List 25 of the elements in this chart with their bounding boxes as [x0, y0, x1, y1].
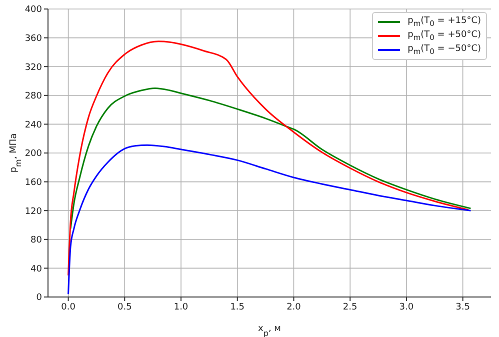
y-tick-label: 320	[24, 62, 42, 73]
y-tick-label: 240	[24, 120, 42, 130]
x-tick-label: 3.5	[456, 302, 470, 312]
y-tick-label: 400	[24, 5, 42, 16]
x-tick-label: 2.0	[286, 302, 302, 312]
legend-label: p$_{m}$(T$_{0}$ = +50°C)	[408, 30, 481, 42]
y-tick-label: 0	[36, 293, 42, 304]
y-tick-label: 40	[30, 264, 42, 274]
y-tick-label: 280	[24, 92, 42, 102]
x-axis-title: x$_{p}$, м	[258, 324, 281, 337]
x-tick-label: 1.5	[230, 302, 245, 312]
y-tick-label: 160	[24, 178, 42, 188]
legend-label: p$_{m}$(T$_{0}$ = −50°C)	[408, 44, 481, 56]
x-tick-label: 0.0	[61, 302, 76, 312]
y-tick-label: 120	[24, 206, 42, 217]
x-tick-label: 3.0	[399, 302, 414, 312]
legend-label: p$_{m}$(T$_{0}$ = +15°C)	[408, 16, 481, 28]
y-tick-label: 80	[30, 236, 42, 246]
x-tick-label: 2.5	[342, 302, 358, 312]
line-series	[70, 87, 472, 230]
y-tick-label: 200	[24, 149, 42, 160]
line-series	[68, 144, 472, 295]
x-tick-label: 1.0	[174, 302, 188, 312]
x-tick-label: 0.5	[117, 302, 132, 312]
y-tick-label: 360	[24, 34, 42, 44]
